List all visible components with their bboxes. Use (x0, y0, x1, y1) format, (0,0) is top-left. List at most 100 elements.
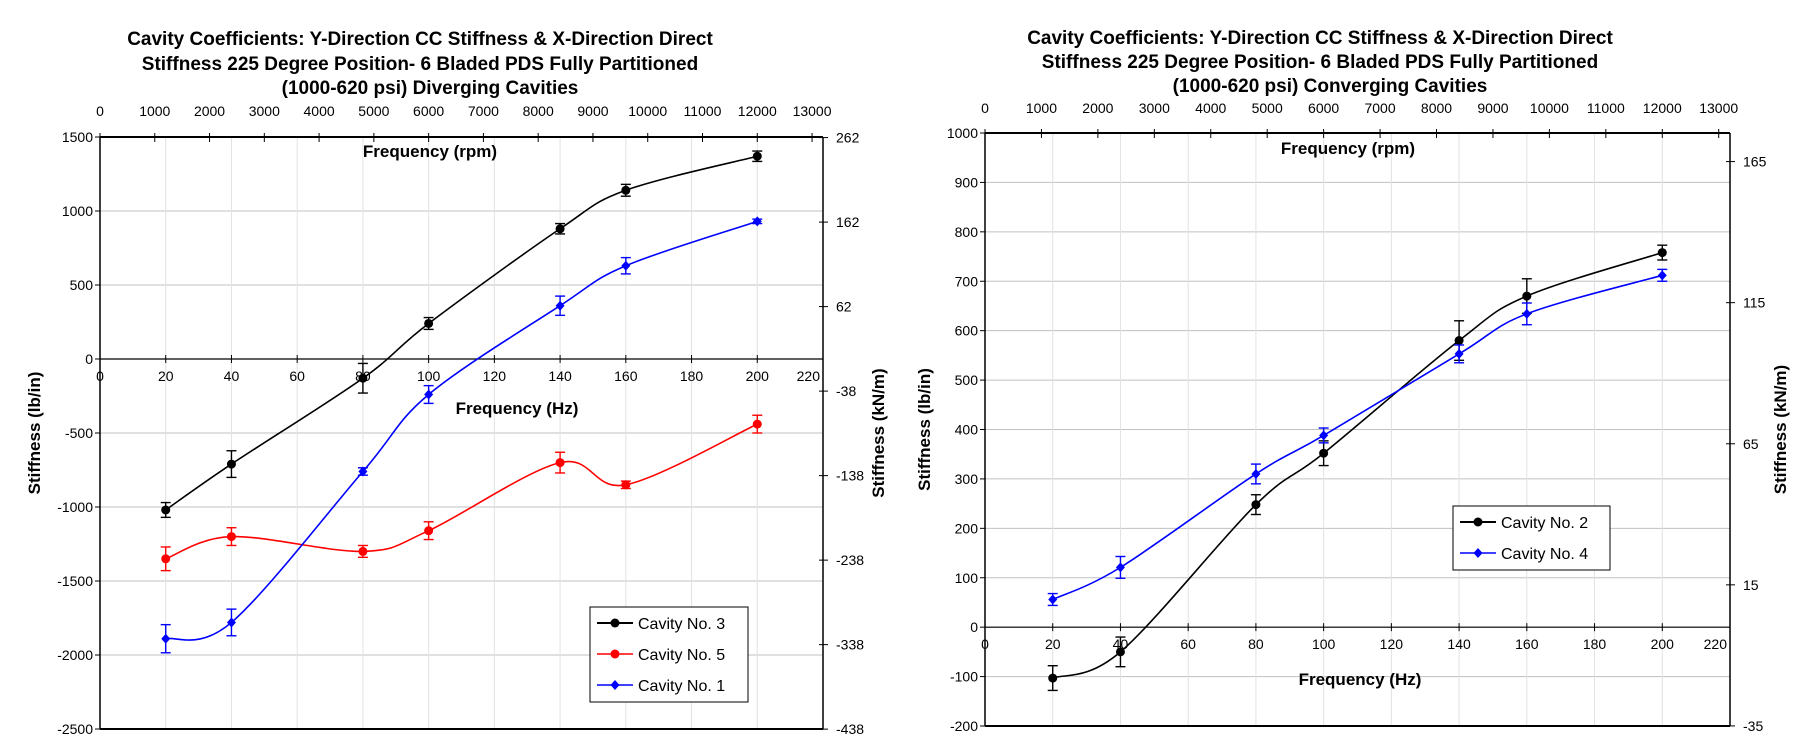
data-point (752, 151, 762, 161)
data-point (555, 300, 565, 311)
x-tick-label: 220 (797, 368, 821, 384)
series-line (165, 423, 758, 560)
x2-tick-label: 11000 (1587, 100, 1625, 116)
y2-tick-label: -138 (836, 468, 864, 484)
x2-tick-label: 12000 (1643, 100, 1682, 116)
x-tick-label: 180 (1583, 636, 1607, 652)
x2-tick-label: 0 (981, 100, 989, 116)
legend-label: Cavity No. 3 (638, 616, 725, 633)
chart-right-title-line-1: Cavity Coefficients: Y-Direction CC Stif… (1027, 28, 1613, 49)
x2-axis-label: Frequency (rpm) (1281, 139, 1415, 158)
x-tick-label: 120 (1380, 636, 1404, 652)
y2-tick-label: -338 (836, 637, 864, 653)
chart-left-plot: 150010005000-500-1000-1500-2000-25002621… (25, 103, 888, 737)
data-point (1251, 500, 1261, 510)
x-axis-label: Frequency (Hz) (1299, 670, 1422, 689)
data-point (226, 617, 236, 628)
legend-swatch-marker (610, 680, 620, 690)
y-tick-label: 500 (955, 372, 979, 388)
legend-label: Cavity No. 4 (1501, 546, 1588, 563)
chart-left: Cavity Coefficients: Y-Direction CC Stif… (25, 29, 888, 737)
x2-tick-label: 1000 (139, 103, 170, 119)
x-tick-label: 140 (548, 368, 572, 384)
x-tick-label: 0 (981, 636, 989, 652)
data-point (1319, 448, 1329, 458)
chart-left-title-line-3: (1000-620 psi) Diverging Cavities (282, 78, 579, 99)
data-point (358, 373, 368, 383)
y-tick-label: 1500 (62, 129, 93, 145)
y2-tick-label: 62 (836, 299, 852, 315)
y-tick-label: 500 (70, 277, 94, 293)
y-tick-label: -1500 (57, 573, 93, 589)
data-point (752, 216, 762, 227)
y-tick-label: -1000 (57, 499, 93, 515)
x2-tick-label: 9000 (577, 103, 608, 119)
data-point (1454, 348, 1464, 359)
x-tick-label: 60 (1180, 636, 1196, 652)
x2-tick-label: 7000 (468, 103, 499, 119)
series-cavity-no-3 (160, 150, 763, 519)
x2-tick-label: 10000 (628, 103, 667, 119)
data-point (358, 466, 368, 477)
legend-label: Cavity No. 1 (638, 678, 725, 695)
legend: Cavity No. 2 Cavity No. 4 (1452, 505, 1611, 571)
data-point (1048, 673, 1058, 683)
y-tick-label: 600 (955, 323, 979, 339)
y-tick-label: -500 (65, 425, 93, 441)
data-point (555, 224, 565, 234)
y2-axis-label: Stiffness (kN/m) (1771, 365, 1790, 494)
x2-tick-label: 3000 (1139, 100, 1170, 116)
y-tick-label: 700 (955, 273, 979, 289)
y2-tick-label: -35 (1743, 718, 1763, 734)
data-point (1115, 562, 1125, 573)
y2-tick-label: 15 (1743, 577, 1759, 593)
data-point (1048, 594, 1058, 605)
legend: Cavity No. 3 Cavity No. 5 Cavity No. 1 (589, 606, 749, 703)
x2-tick-label: 7000 (1364, 100, 1395, 116)
data-point (621, 185, 631, 195)
y-tick-label: 300 (955, 471, 979, 487)
y2-tick-label: -238 (836, 552, 864, 568)
legend-label: Cavity No. 5 (638, 647, 725, 664)
x2-tick-label: 8000 (523, 103, 554, 119)
chart-left-title-line-2: Stiffness 225 Degree Position- 6 Bladed … (142, 54, 698, 75)
x-tick-label: 180 (680, 368, 704, 384)
x2-tick-label: 12000 (738, 103, 777, 119)
x2-tick-label: 6000 (413, 103, 444, 119)
data-point (424, 526, 434, 536)
x-tick-label: 0 (96, 368, 104, 384)
legend-swatch-marker (1473, 548, 1483, 558)
chart-right-plot: 10009008007006005004003002001000-100-200… (915, 100, 1790, 734)
data-point (424, 318, 434, 328)
x-tick-label: 160 (614, 368, 638, 384)
x-tick-label: 100 (1312, 636, 1336, 652)
data-point (1319, 430, 1329, 441)
x-tick-label: 220 (1704, 636, 1728, 652)
y-tick-label: -2000 (57, 647, 93, 663)
x2-tick-label: 13000 (1699, 100, 1738, 116)
data-point (161, 505, 171, 515)
x2-tick-label: 0 (96, 103, 104, 119)
data-point (358, 546, 368, 556)
legend-swatch-marker (610, 618, 620, 628)
legend-box (1452, 505, 1611, 571)
data-point (1657, 270, 1667, 281)
legend-label: Cavity No. 2 (1501, 515, 1588, 532)
y-tick-label: 200 (955, 520, 979, 536)
series-cavity-no-4 (1047, 268, 1668, 607)
data-point (161, 633, 171, 644)
x2-tick-label: 4000 (1195, 100, 1226, 116)
x2-tick-label: 11000 (684, 103, 722, 119)
x2-tick-label: 5000 (1252, 100, 1283, 116)
x-tick-label: 60 (289, 368, 305, 384)
x2-tick-label: 2000 (194, 103, 225, 119)
x-axis-label: Frequency (Hz) (456, 399, 579, 418)
y-axis-label: Stiffness (lb/in) (25, 372, 44, 495)
x2-tick-label: 4000 (304, 103, 335, 119)
y-tick-label: 900 (955, 174, 979, 190)
series-cavity-no-2 (1047, 244, 1668, 692)
data-point (1657, 248, 1667, 258)
y2-tick-label: -38 (836, 383, 856, 399)
x-tick-label: 20 (158, 368, 174, 384)
data-point (1454, 336, 1464, 346)
